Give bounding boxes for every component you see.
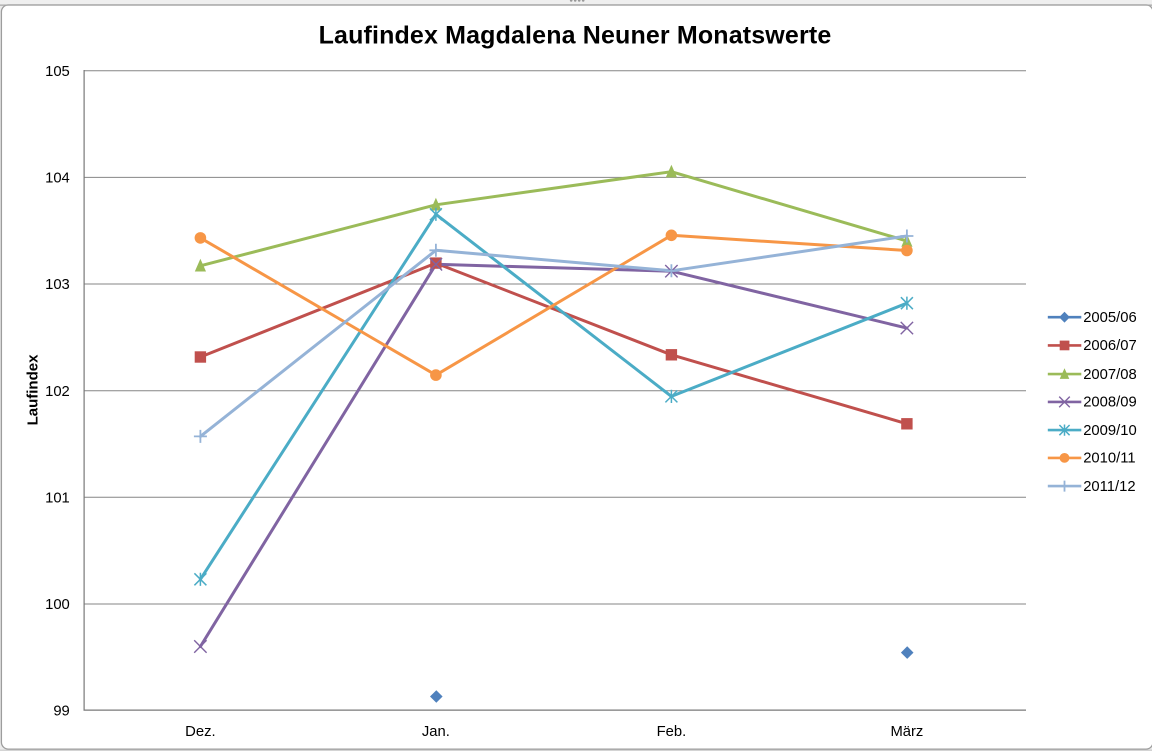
svg-text:Jan.: Jan. bbox=[422, 724, 450, 740]
svg-text:Feb.: Feb. bbox=[657, 724, 687, 740]
svg-text:2008/09: 2008/09 bbox=[1083, 395, 1137, 411]
svg-text:101: 101 bbox=[45, 490, 70, 506]
svg-text:2010/11: 2010/11 bbox=[1083, 451, 1135, 467]
svg-text:104: 104 bbox=[45, 171, 70, 187]
svg-text:Laufindex Magdalena Neuner Mon: Laufindex Magdalena Neuner Monatswerte bbox=[319, 22, 832, 50]
svg-text:Dez.: Dez. bbox=[185, 724, 215, 740]
svg-text:103: 103 bbox=[45, 277, 70, 293]
svg-text:2006/07: 2006/07 bbox=[1083, 338, 1137, 354]
svg-text:Laufindex: Laufindex bbox=[25, 354, 42, 425]
svg-text:2007/08: 2007/08 bbox=[1083, 367, 1137, 383]
svg-text:105: 105 bbox=[45, 64, 70, 80]
svg-text:2011/12: 2011/12 bbox=[1083, 479, 1135, 495]
svg-text:99: 99 bbox=[53, 704, 69, 720]
svg-text:März: März bbox=[890, 724, 923, 740]
svg-text:2005/06: 2005/06 bbox=[1083, 310, 1137, 326]
svg-text:102: 102 bbox=[45, 384, 70, 400]
svg-text:100: 100 bbox=[45, 597, 70, 613]
svg-text:2009/10: 2009/10 bbox=[1083, 423, 1137, 439]
